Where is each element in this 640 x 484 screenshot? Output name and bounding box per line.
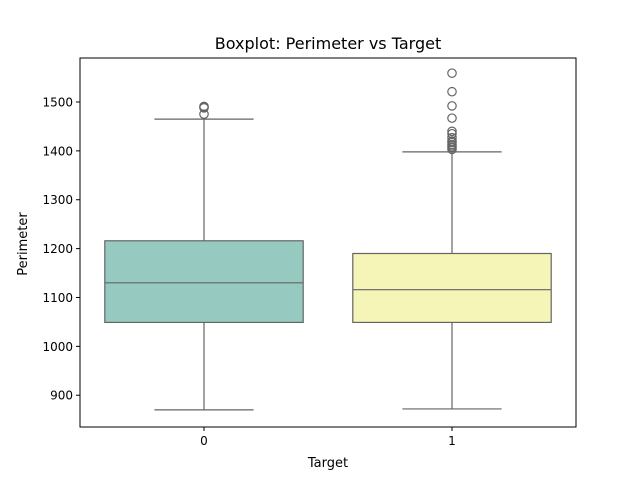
outlier-point xyxy=(447,128,457,139)
x-axis-label: Target xyxy=(307,456,348,471)
outlier-point xyxy=(447,113,457,123)
x-tick-label: 0 xyxy=(200,434,208,448)
y-tick-label: 900 xyxy=(50,389,73,403)
x-tick-label: 1 xyxy=(448,434,456,448)
outlier-point xyxy=(447,86,457,97)
outlier-point xyxy=(447,132,457,143)
outlier-point xyxy=(447,68,457,78)
box-body xyxy=(352,252,552,324)
y-tick-label: 1000 xyxy=(42,340,73,354)
outlier-point xyxy=(447,136,457,146)
plot-area: 900 1000 1100 1200 1300 1400 1500 0 1 xyxy=(42,57,577,448)
outlier-point xyxy=(447,101,457,111)
outlier-point xyxy=(447,126,457,137)
y-tick-label: 1100 xyxy=(42,291,73,305)
plot-frame xyxy=(79,57,577,428)
y-tick-label: 1400 xyxy=(42,144,73,158)
y-tick-label: 1200 xyxy=(42,242,73,256)
outlier-point xyxy=(199,101,209,112)
y-axis-label: Perimeter xyxy=(16,212,31,276)
y-tick-label: 1300 xyxy=(42,193,73,207)
y-tick-label: 1500 xyxy=(42,95,73,109)
box-body xyxy=(104,240,304,324)
chart-title: Boxplot: Perimeter vs Target xyxy=(215,34,441,53)
